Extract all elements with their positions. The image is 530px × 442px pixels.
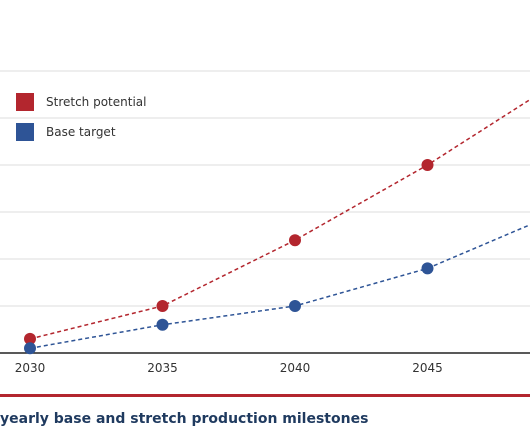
line-chart: 20302035204020452050 — [0, 70, 530, 375]
x-tick-label-2045: 2045 — [412, 361, 443, 375]
x-tick-label-2030: 2030 — [15, 361, 46, 375]
x-tick-labels: 20302035204020452050 — [15, 361, 443, 375]
legend-label-stretch: Stretch potential — [46, 95, 147, 109]
chart-caption: yearly base and stretch production miles… — [0, 411, 369, 427]
stretch-point-2035 — [156, 300, 169, 312]
gridlines — [0, 70, 530, 307]
base-point-2040 — [289, 300, 301, 312]
base-swatch — [16, 123, 34, 141]
stretch-series-line — [29, 98, 530, 340]
stretch-point-2045 — [421, 159, 434, 171]
base-point-2030 — [24, 342, 36, 355]
stretch-point-2040 — [289, 234, 301, 247]
x-tick-label-2035: 2035 — [147, 361, 178, 375]
legend-label-base: Base target — [46, 125, 116, 139]
series-layer — [24, 98, 530, 355]
base-series-line — [29, 223, 530, 350]
legend: Stretch potential Base target — [16, 92, 146, 152]
stretch-point-2030 — [24, 332, 36, 345]
x-tick-label-2040: 2040 — [280, 361, 311, 375]
legend-item-stretch: Stretch potential — [16, 92, 146, 112]
base-point-2035 — [156, 318, 169, 331]
legend-item-base: Base target — [16, 122, 146, 142]
caption-rule — [0, 394, 530, 397]
base-point-2045 — [421, 262, 434, 275]
stretch-swatch — [16, 93, 34, 111]
